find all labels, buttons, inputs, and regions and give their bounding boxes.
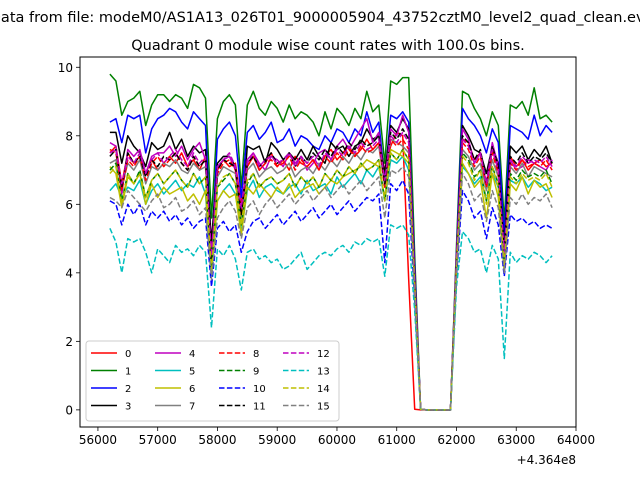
x-tick-label: 62000	[437, 433, 475, 447]
legend-label-15: 15	[317, 402, 330, 413]
axes-frame	[79, 56, 577, 428]
series-line-14	[109, 148, 553, 411]
x-tick-label: 64000	[557, 433, 595, 447]
y-tick-label: 10	[58, 61, 73, 75]
legend-label-11: 11	[253, 402, 266, 413]
legend-label-7: 7	[189, 402, 195, 413]
legend-label-2: 2	[125, 384, 131, 395]
legend-label-9: 9	[253, 367, 259, 378]
series-line-5	[109, 155, 553, 411]
x-tick-label: 63000	[497, 433, 535, 447]
y-tick-label: 6	[65, 198, 73, 212]
series-line-11	[109, 128, 553, 411]
legend-label-8: 8	[253, 349, 259, 360]
series-layer	[109, 73, 553, 411]
series-line-12	[109, 131, 553, 411]
legend-label-1: 1	[125, 367, 131, 378]
series-line-10	[109, 179, 553, 411]
x-tick-label: 59000	[258, 433, 296, 447]
legend-label-14: 14	[317, 384, 330, 395]
legend-label-10: 10	[253, 384, 266, 395]
series-line-13	[109, 224, 553, 411]
ticks-layer: 56000 57000 58000 59000 60000 61000 62000 63000…	[58, 61, 595, 447]
x-tick-label: 60000	[318, 433, 356, 447]
legend-label-5: 5	[189, 367, 195, 378]
legend-label-0: 0	[125, 349, 131, 360]
x-tick-label: 57000	[139, 433, 177, 447]
series-line-15	[109, 165, 553, 411]
legend-label-12: 12	[317, 349, 330, 360]
figure-suptitle: Data from file: modeM0/AS1A13_026T01_900…	[0, 10, 640, 26]
x-offset-label: +4.364e8	[517, 453, 576, 467]
y-tick-label: 2	[65, 335, 73, 349]
y-tick-label: 4	[65, 266, 73, 280]
legend-frame	[85, 340, 340, 422]
legend-label-4: 4	[189, 349, 195, 360]
y-tick-label: 8	[65, 129, 73, 143]
legend-label-6: 6	[189, 384, 195, 395]
plot-area: 56000 57000 58000 59000 60000 61000 62000 63000…	[58, 56, 595, 467]
y-tick-label: 0	[65, 403, 73, 417]
legend-label-3: 3	[125, 402, 131, 413]
chart-title: Quadrant 0 module wise count rates with …	[131, 38, 525, 54]
legend-label-13: 13	[317, 367, 330, 378]
series-line-1	[109, 73, 553, 411]
x-tick-label: 56000	[79, 433, 117, 447]
x-tick-label: 61000	[378, 433, 416, 447]
x-tick-label: 58000	[198, 433, 236, 447]
